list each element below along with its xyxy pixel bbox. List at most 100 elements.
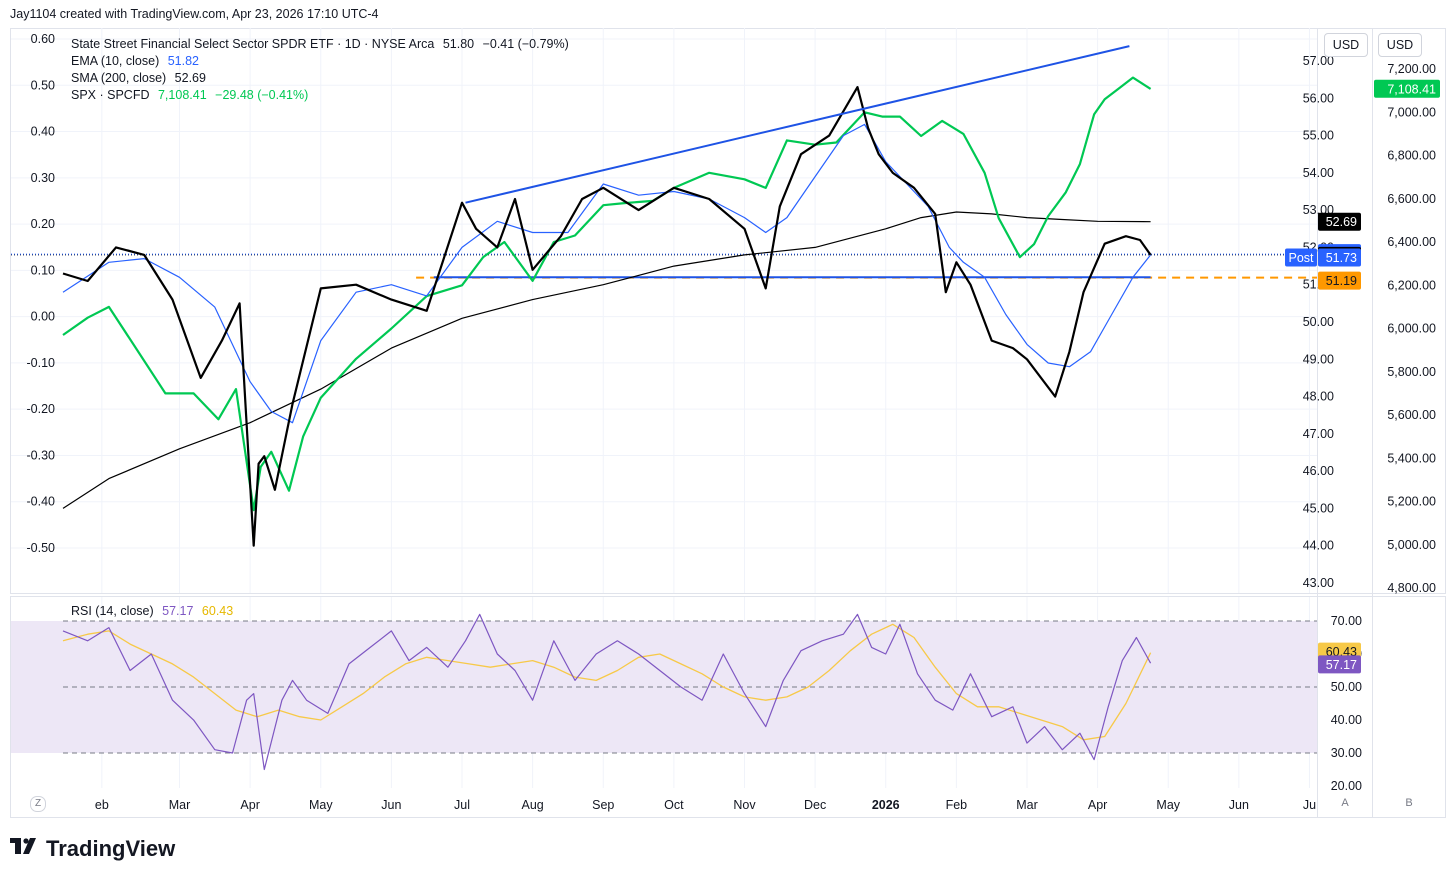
- x-tick-label: Mar: [169, 798, 191, 812]
- x-tick-label: Mar: [1016, 798, 1038, 812]
- spx-badge: 7,108.41: [1387, 82, 1436, 96]
- x-tick-label: eb: [95, 798, 109, 812]
- legend-symbol[interactable]: State Street Financial Select Sector SPD…: [71, 37, 574, 51]
- left-tick-label: 0.60: [31, 32, 55, 46]
- sma-line: [62, 211, 1151, 509]
- price-tick-label: 55.00: [1303, 129, 1334, 143]
- price-tick-label: 49.00: [1303, 352, 1334, 366]
- spx-tick-label: 6,400.00: [1387, 235, 1436, 249]
- legend-spx[interactable]: SPX · SPCFD 7,108.41 −29.48 (−0.41%): [71, 88, 313, 102]
- x-tick-label: Feb: [946, 798, 968, 812]
- rsi-tick-label: 20.00: [1331, 779, 1362, 793]
- rsi-tick-label: 70.00: [1331, 614, 1362, 628]
- spx-tick-label: 6,000.00: [1387, 322, 1436, 336]
- left-tick-label: -0.30: [27, 448, 56, 462]
- x-tick-label: Jun: [381, 798, 401, 812]
- sma-value: 52.69: [174, 71, 206, 85]
- tradingview-logo-icon: [10, 836, 40, 862]
- price-badges: 52.6951.8251.8051.7351.19Post7,108.4160.…: [1285, 79, 1440, 674]
- rsi-ma-value: 60.43: [201, 604, 234, 618]
- price-tick-label: 44.00: [1303, 539, 1334, 553]
- spx-tick-label: 5,800.00: [1387, 365, 1436, 379]
- spx-tick-label: 7,200.00: [1387, 62, 1436, 76]
- left-tick-label: -0.20: [27, 402, 56, 416]
- left-tick-label: -0.50: [27, 541, 56, 555]
- price-tick-label: 48.00: [1303, 390, 1334, 404]
- rsi-tick-label: 30.00: [1331, 746, 1362, 760]
- spx-tick-label: 6,200.00: [1387, 278, 1436, 292]
- ema-value: 51.82: [167, 54, 199, 68]
- left-tick-label: -0.10: [27, 356, 56, 370]
- left-tick-label: 0.10: [31, 263, 55, 277]
- rsi-badge-bg: [1318, 655, 1361, 674]
- timezone-button[interactable]: Z: [30, 796, 46, 812]
- rsi-tick-label: 40.00: [1331, 713, 1362, 727]
- price-tick-label: 47.00: [1303, 427, 1334, 441]
- scale-b-button[interactable]: B: [1405, 797, 1413, 809]
- rsi-pane-frame: [10, 596, 1446, 818]
- rsi-tick-label: 50.00: [1331, 680, 1362, 694]
- x-tick-label: Oct: [664, 798, 684, 812]
- spx-tick-label: 5,200.00: [1387, 495, 1436, 509]
- tradingview-brand: TradingView: [46, 836, 176, 861]
- price-tick-label: 43.00: [1303, 576, 1334, 590]
- post-badge: 51.73: [1326, 251, 1357, 265]
- legend-ema[interactable]: EMA (10, close) 51.82: [71, 54, 204, 68]
- currency-left-button[interactable]: USD: [1324, 33, 1368, 57]
- price-tick-label: 50.00: [1303, 315, 1334, 329]
- rsi-label: RSI (14, close): [71, 604, 154, 618]
- price-tick-label: 54.00: [1303, 166, 1334, 180]
- x-tick-label: May: [309, 798, 333, 812]
- legend-rsi[interactable]: RSI (14, close) 57.17 60.43: [71, 604, 238, 618]
- rsi-badge: 57.17: [1326, 658, 1357, 672]
- sma-badge-bg: [1318, 212, 1361, 231]
- price-line: [62, 85, 1152, 547]
- main-pane-frame: [10, 28, 1446, 594]
- price-tick-label: 46.00: [1303, 464, 1334, 478]
- price-tick-label: 57.00: [1303, 54, 1334, 68]
- x-tick-label: Dec: [804, 798, 826, 812]
- spx-tick-label: 4,800.00: [1387, 581, 1436, 595]
- rsi-line: [62, 613, 1152, 771]
- spx-badge-bg: [1374, 79, 1440, 98]
- x-tick-label: Ju: [1303, 798, 1316, 812]
- legend-sma[interactable]: SMA (200, close) 52.69: [71, 71, 211, 85]
- spx-tick-label: 5,400.00: [1387, 451, 1436, 465]
- x-tick-label: Apr: [1088, 798, 1107, 812]
- spx-tick-label: 5,000.00: [1387, 538, 1436, 552]
- post-badge-bg: [1318, 248, 1361, 267]
- sma-badge: 52.69: [1326, 215, 1357, 229]
- x-tick-label: Apr: [240, 798, 259, 812]
- spx-tick-label: 5,600.00: [1387, 408, 1436, 422]
- spx-tick-label: 7,000.00: [1387, 105, 1436, 119]
- symbol-change: −0.41 (−0.79%): [482, 37, 569, 51]
- trend-line: [465, 45, 1130, 204]
- post-label: Post: [1288, 251, 1314, 265]
- sma-label: SMA (200, close): [71, 71, 167, 85]
- left-tick-label: -0.40: [27, 495, 56, 509]
- ema-label: EMA (10, close): [71, 54, 160, 68]
- currency-right-button[interactable]: USD: [1378, 33, 1422, 57]
- level-badge: 51.19: [1326, 274, 1357, 288]
- spx-line: [62, 76, 1152, 512]
- x-tick-label: May: [1156, 798, 1180, 812]
- left-tick-label: 0.50: [31, 78, 55, 92]
- rsi-ma-line: [62, 623, 1152, 741]
- price-tick-label: 56.00: [1303, 91, 1334, 105]
- spx-label: SPX · SPCFD: [71, 88, 150, 102]
- x-tick-label: Sep: [592, 798, 614, 812]
- left-tick-label: 0.40: [31, 125, 55, 139]
- spx-change: −29.48 (−0.41%): [215, 88, 309, 102]
- series-group: [62, 45, 1152, 771]
- footer-logo[interactable]: TradingView: [10, 836, 175, 862]
- post-label-bg: [1285, 248, 1317, 267]
- spx-tick-label: 6,600.00: [1387, 192, 1436, 206]
- rsi-value: 57.17: [162, 604, 194, 618]
- x-tick-label: Aug: [522, 798, 544, 812]
- ema-line: [62, 123, 1152, 424]
- auto-scale-button[interactable]: A: [1341, 797, 1349, 809]
- chart-credit: Jay1104 created with TradingView.com, Ap…: [10, 7, 379, 21]
- x-tick-label: Jul: [454, 798, 470, 812]
- symbol-name: State Street Financial Select Sector SPD…: [71, 37, 435, 51]
